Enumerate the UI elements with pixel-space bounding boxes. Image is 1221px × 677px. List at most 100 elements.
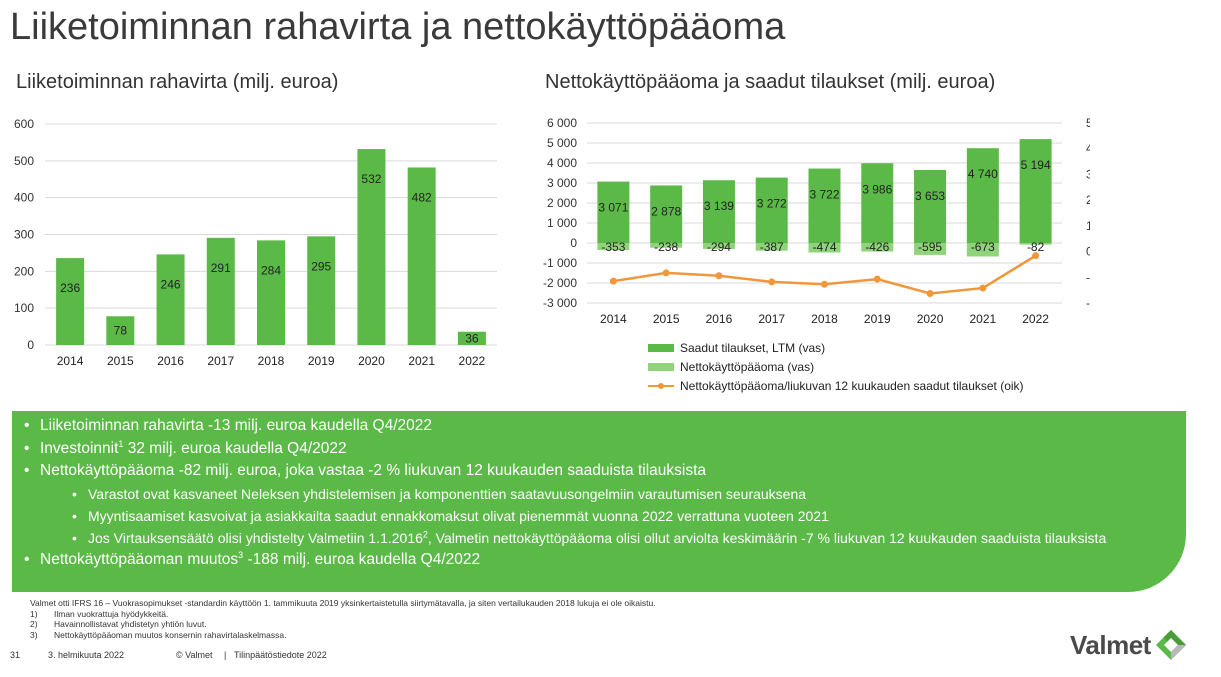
data-label-orders: 5 194 — [1021, 158, 1051, 172]
footnote-2: 2) Havainnollistavat yhdistetyn yhtiön lu… — [30, 619, 656, 630]
data-label-orders: 3 653 — [915, 189, 945, 203]
bar-orders — [650, 185, 683, 243]
ratio-point — [662, 269, 670, 277]
data-label-working-capital: -673 — [971, 240, 995, 254]
bullet-text: 32 milj. euroa kaudella Q4/2022 — [123, 439, 347, 457]
legend-label-orders: Saadut tilaukset, LTM (vas) — [680, 340, 826, 355]
legend-swatch-orders — [648, 343, 674, 352]
bar-working-capital — [966, 243, 999, 257]
bullet-text: Myyntisaamiset kasvoivat ja asiakkailta … — [88, 507, 829, 524]
data-label-orders: 2 878 — [651, 204, 681, 218]
data-label-orders: 3 272 — [757, 197, 787, 211]
y-tick-label-left: 4 000 — [547, 156, 577, 170]
data-label-working-capital: -82 — [1027, 240, 1045, 254]
y-tick-label-right: 10 % — [1086, 219, 1090, 233]
x-tick-label: 2020 — [358, 354, 385, 368]
data-label: 246 — [161, 277, 181, 291]
y-tick-label: 200 — [14, 264, 34, 278]
legend-label-working-capital: Nettokäyttöpääoma (vas) — [680, 359, 815, 374]
data-label: 291 — [211, 261, 231, 275]
bar-orders — [914, 169, 947, 243]
bar — [407, 167, 436, 345]
left-chart-title: Liiketoiminnan rahavirta (milj. euroa) — [16, 71, 339, 93]
bar-working-capital — [650, 243, 683, 248]
bar-working-capital — [861, 243, 894, 252]
bullet-text: -188 milj. euroa kaudella Q4/2022 — [243, 550, 481, 568]
y-tick-label-right: 0 % — [1086, 245, 1090, 259]
footnote-ref: 1 — [118, 438, 124, 449]
y-tick-label-left: 1 000 — [547, 216, 577, 230]
data-label: 236 — [60, 281, 80, 295]
x-tick-label: 2021 — [969, 312, 996, 326]
data-label-orders: 3 986 — [862, 182, 892, 196]
x-tick-label: 2018 — [811, 312, 838, 326]
x-tick-label: 2017 — [207, 354, 234, 368]
chart-legend: Saadut tilaukset, LTM (vas) Nettokäyttöp… — [648, 338, 1024, 395]
bar-working-capital — [1019, 243, 1052, 245]
data-label: 295 — [311, 259, 331, 273]
logo-text: Valmet — [1070, 629, 1151, 660]
data-label-working-capital: -595 — [918, 240, 942, 254]
x-tick-label: 2014 — [600, 312, 627, 326]
ratio-point — [768, 278, 776, 286]
footer-page-number: 31 — [10, 650, 21, 660]
y-tick-label-left: 6 000 — [547, 116, 577, 130]
bullet-text: Liiketoiminnan rahavirta -13 milj. euroa… — [40, 417, 433, 434]
ratio-point — [1032, 252, 1040, 260]
y-tick-label-right: -10 % — [1086, 270, 1090, 284]
y-tick-label-left: 2 000 — [547, 196, 577, 210]
footnote-text: Nettokäyttöpääoman muutos konsernin raha… — [54, 629, 287, 640]
x-tick-label: 2020 — [917, 312, 944, 326]
bar — [457, 331, 486, 345]
bullet-cash-flow: • Liiketoiminnan rahavirta -13 milj. euro… — [24, 417, 433, 434]
bar-working-capital — [597, 243, 630, 251]
y-tick-label-left: 5 000 — [547, 136, 577, 150]
footnote-text: Havainnollistavat yhdistetyn yhtiön luvu… — [54, 619, 207, 629]
bullet-change: • Nettokäyttöpääoman muutos3 -188 milj. e… — [24, 549, 481, 568]
footnote-number: 2) — [30, 619, 38, 629]
bullet-text: Investoinnit — [40, 439, 119, 457]
y-tick-label-right: 30 % — [1086, 167, 1090, 181]
bar-working-capital — [914, 243, 947, 255]
valmet-logo: Valmet — [1070, 625, 1189, 665]
bar-orders — [861, 163, 894, 243]
data-label-working-capital: -426 — [865, 240, 889, 254]
bar-working-capital — [808, 243, 841, 253]
y-tick-label: 500 — [14, 154, 34, 168]
bar — [257, 240, 285, 345]
footnote-3: 3) Nettokäyttöpääoman muutos konsernin ra… — [30, 630, 656, 641]
bar-orders — [966, 148, 999, 243]
x-tick-label: 2022 — [459, 354, 486, 368]
footnote-intro: Valmet otti IFRS 16 – Vuokrasopimukset -… — [30, 598, 656, 608]
footnote-1: 1) Ilman vuokrattuja hyödykkeitä. — [30, 609, 656, 620]
bar-orders — [808, 168, 841, 243]
legend-item-orders: Saadut tilaukset, LTM (vas) — [648, 338, 1024, 357]
bar-orders — [597, 181, 630, 243]
bullet-text: Varastot ovat kasvaneet Neleksen yhdiste… — [88, 485, 807, 502]
data-label: 36 — [465, 331, 479, 345]
data-label: 284 — [261, 263, 281, 277]
bullet-text: Nettokäyttöpääoman muutos — [40, 550, 239, 568]
bullet-investments: • Investoinnit1 32 milj. euroa kaudella Q… — [24, 438, 347, 457]
data-label: 78 — [114, 324, 128, 338]
x-tick-label: 2018 — [258, 354, 285, 368]
sub-bullet-flow-control: • Jos Virtauksensäätö olisi yhdistelty Va… — [72, 528, 1107, 546]
footer-date: 3. helmikuuta 2022 — [48, 650, 125, 660]
y-tick-label-left: 3 000 — [547, 176, 577, 190]
data-label-working-capital: -294 — [707, 240, 731, 254]
y-tick-label-left: -3 000 — [543, 296, 577, 310]
legend-item-ratio: Nettokäyttöpääoma/liukuvan 12 kuukauden … — [648, 376, 1024, 395]
ratio-point — [609, 277, 617, 285]
x-tick-label: 2019 — [864, 312, 891, 326]
x-tick-label: 2019 — [308, 354, 335, 368]
bar — [307, 236, 336, 345]
footer-copyright: © Valmet — [176, 650, 213, 660]
y-tick-label: 0 — [27, 338, 34, 352]
footnote-number: 3) — [30, 629, 38, 640]
x-tick-label: 2014 — [57, 354, 84, 368]
ratio-line — [613, 254, 1037, 295]
ratio-point — [821, 280, 828, 288]
x-tick-label: 2022 — [1022, 312, 1049, 326]
ratio-point — [873, 275, 881, 283]
data-label-working-capital: -238 — [654, 240, 678, 254]
